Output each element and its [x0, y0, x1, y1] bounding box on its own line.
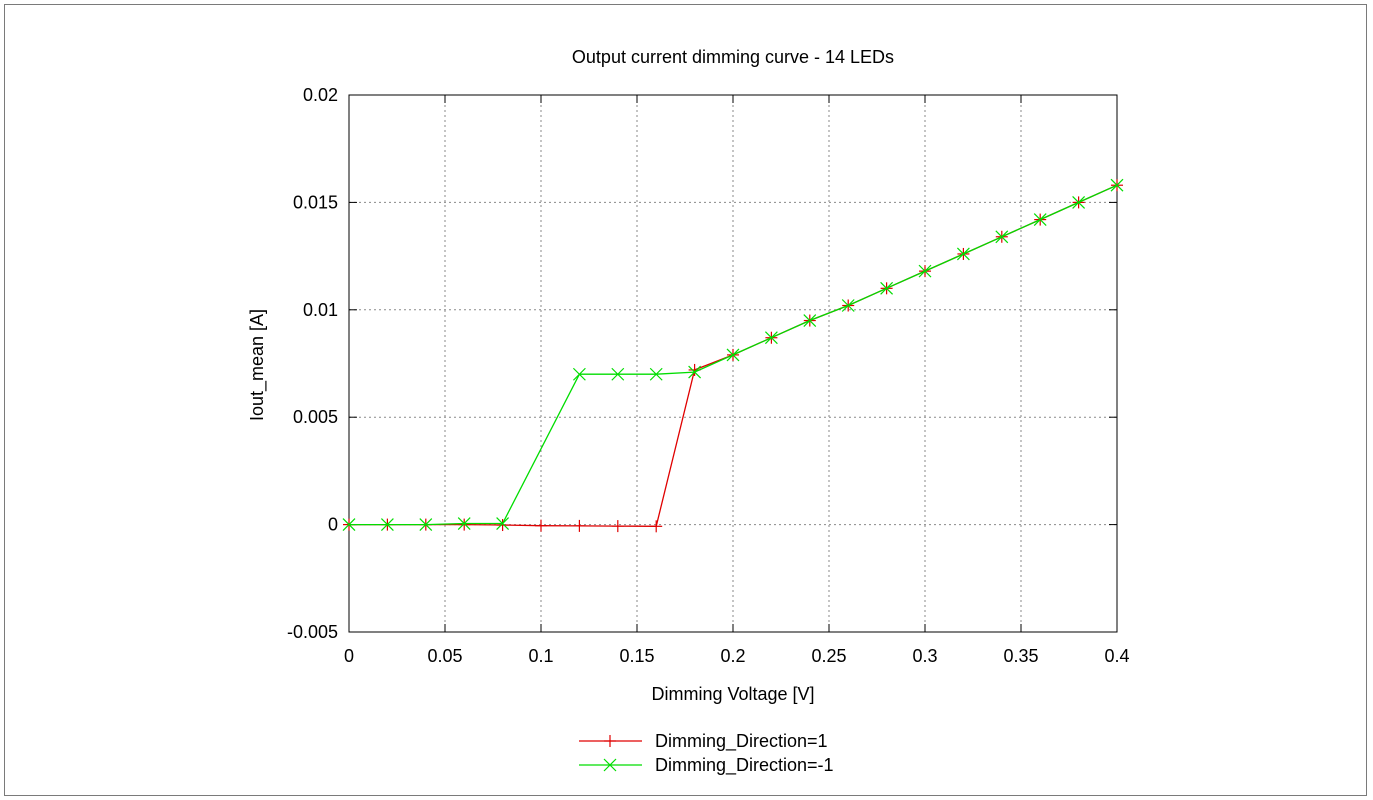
y-tick-label: 0.02 [303, 85, 338, 105]
series-2-point [1072, 195, 1086, 209]
y-tick-label: 0.015 [293, 192, 338, 212]
legend-label-1: Dimming_Direction=1 [655, 731, 828, 752]
y-tick-label: 0.01 [303, 300, 338, 320]
grid [349, 95, 1117, 632]
x-tick-label: 0.4 [1104, 646, 1129, 666]
x-tick-label: 0 [344, 646, 354, 666]
chart-title: Output current dimming curve - 14 LEDs [572, 47, 894, 67]
ticks: 0 0.05 0.1 0.15 0.2 0.25 0.3 0.35 0.4 -0.005 0 0.00… [287, 85, 1130, 666]
series-2-point [918, 264, 932, 278]
chart-frame [4, 4, 1367, 796]
series-layer [342, 178, 1124, 533]
y-tick-label: 0.005 [293, 407, 338, 427]
series-1-point [535, 519, 547, 532]
x-tick-label: 0.1 [528, 646, 553, 666]
series-2-point [803, 314, 817, 327]
series-2-point [726, 348, 740, 362]
series-2-point [1033, 213, 1047, 227]
series-2-point [380, 518, 394, 532]
x-tick-label: 0.35 [1003, 646, 1038, 666]
series-2-point [496, 517, 510, 530]
series-1-point [611, 520, 624, 533]
legend: Dimming_Direction=1 Dimming_Direction=-1 [579, 731, 834, 776]
series-1-point [496, 519, 509, 532]
y-axis-label: Iout_mean [A] [247, 309, 268, 421]
series-2-point [649, 367, 663, 381]
legend-label-2: Dimming_Direction=-1 [655, 755, 834, 776]
x-tick-label: 0.05 [427, 646, 462, 666]
series-2-point [457, 517, 471, 530]
series-2-point [764, 331, 778, 345]
y-tick-label: -0.005 [287, 622, 338, 642]
series-2-point [611, 367, 625, 381]
series-2-point [342, 518, 356, 532]
series-2-point [688, 365, 702, 379]
series-1-point [650, 520, 663, 533]
series-2-point [419, 518, 433, 532]
series-2-point [956, 247, 970, 261]
x-tick-label: 0.25 [811, 646, 846, 666]
series-line-2 [349, 184, 1118, 526]
x-tick-label: 0.3 [912, 646, 937, 666]
y-tick-label: 0 [328, 515, 338, 535]
legend-marker-2 [603, 758, 617, 772]
series-2-point [880, 281, 894, 295]
x-tick-label: 0.2 [720, 646, 745, 666]
legend-marker-1 [604, 735, 616, 747]
series-2-point [841, 299, 855, 312]
series-2-point [1110, 178, 1124, 192]
x-tick-label: 0.15 [619, 646, 654, 666]
series-2-point [995, 230, 1009, 244]
x-axis-label: Dimming Voltage [V] [651, 684, 814, 704]
series-1-point [573, 519, 586, 532]
series-2-point [572, 367, 586, 381]
series-1-point [458, 518, 471, 531]
